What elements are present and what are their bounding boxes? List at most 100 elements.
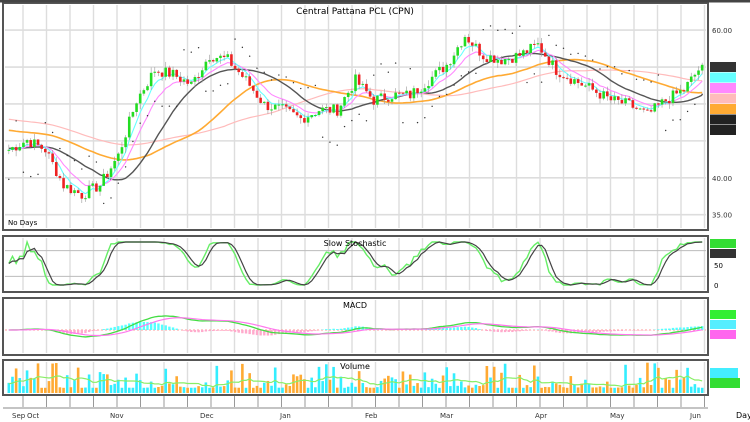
candle-up (200, 70, 204, 78)
candle-down (292, 109, 295, 113)
candle-down (591, 83, 594, 90)
volume-bar (522, 387, 525, 393)
macd-histogram-bar (617, 330, 620, 331)
candle-up (65, 185, 69, 189)
macd-histogram-bar (460, 327, 463, 330)
volume-bar (193, 387, 197, 393)
volume-bar (219, 386, 222, 393)
sar-dot (504, 28, 506, 31)
volume-bar (127, 387, 131, 393)
month-label-dec: Dec (200, 412, 214, 420)
candle-down (675, 90, 678, 94)
candle-up (244, 76, 248, 78)
sar-dot (307, 87, 309, 89)
candle-down (627, 98, 631, 101)
candle-up (700, 64, 704, 71)
volume-bar (40, 387, 43, 393)
volume-bar (547, 387, 551, 393)
candle-down (543, 52, 547, 57)
macd-histogram-bar (306, 330, 310, 332)
macd-histogram-bar (500, 330, 503, 333)
candle-up (91, 183, 95, 186)
volume-bar (281, 387, 284, 393)
sar-dot (540, 81, 543, 83)
candle-down (29, 140, 33, 148)
volume-bar (573, 384, 576, 393)
candle-down (95, 183, 98, 192)
sar-dot (613, 66, 616, 68)
candle-up (496, 59, 500, 63)
sar-dot (205, 90, 207, 92)
macd-histogram-bar (343, 328, 346, 330)
macd-histogram-bar (310, 330, 313, 332)
sar-dot (409, 68, 411, 70)
volume-bar (478, 386, 481, 393)
volume-bar (120, 387, 124, 393)
volume-bar (343, 387, 346, 393)
volume-bar (379, 380, 383, 393)
sar-dot (329, 141, 331, 143)
stochastic-tick-0: 0 (714, 282, 718, 290)
volume-bar (310, 377, 314, 393)
candle-up (678, 90, 682, 94)
volume-bar (98, 372, 102, 393)
volume-bar (182, 387, 186, 393)
candle-up (317, 111, 321, 115)
candle-down (284, 104, 288, 107)
volume-bar (211, 387, 215, 393)
sar-dot (424, 117, 426, 119)
candle-down (664, 99, 667, 101)
panel-frame-0 (2, 2, 709, 231)
volume-bar (613, 387, 616, 393)
volume-bar (430, 378, 434, 393)
candle-up (204, 61, 208, 71)
candle-down (558, 74, 562, 78)
candle-down (248, 76, 251, 86)
volume-bar (255, 385, 259, 393)
sar-dot (511, 32, 514, 34)
sar-dot (650, 81, 652, 83)
price-tag (710, 125, 736, 135)
candle-up (142, 90, 146, 94)
volume-title: Volume (340, 362, 370, 371)
candle-down (397, 92, 401, 94)
candle-down (649, 110, 653, 112)
candle-down (76, 190, 80, 194)
candle-up (171, 69, 175, 77)
volume-bar (660, 387, 664, 393)
candle-up (434, 70, 438, 77)
volume-bar (467, 385, 470, 393)
sar-dot (336, 144, 338, 146)
sar-dot (657, 74, 660, 76)
candle-down (569, 78, 573, 84)
sar-dot (146, 115, 149, 117)
sar-dot (606, 66, 608, 68)
macd-histogram-bar (303, 330, 306, 333)
macd-histogram-bar (467, 326, 470, 330)
candle-down (605, 91, 609, 97)
sar-dot (621, 73, 623, 75)
volume-bar (157, 387, 160, 393)
macd-histogram-bar (441, 327, 445, 330)
sar-dot (599, 68, 601, 70)
sar-dot (387, 71, 390, 73)
candle-up (584, 85, 587, 87)
candle-down (328, 107, 332, 113)
macd-histogram-bar (544, 330, 547, 331)
macd-histogram-bar (299, 330, 302, 333)
volume-bar (73, 380, 76, 393)
chart-title: Central Pattana PCL (CPN) (296, 7, 414, 17)
volume-bar (664, 378, 667, 393)
month-label-sep: Sep (12, 412, 26, 420)
volume-bar (131, 387, 135, 393)
volume-bar (481, 385, 485, 393)
volume-bar (33, 378, 36, 393)
volume-bar (675, 369, 678, 393)
macd-tag (710, 330, 736, 339)
candle-down (540, 43, 543, 53)
macd-histogram-bar (525, 330, 529, 331)
volume-bar (492, 366, 496, 393)
volume-bar (551, 381, 554, 393)
candle-down (533, 43, 536, 45)
candle-down (631, 100, 635, 108)
